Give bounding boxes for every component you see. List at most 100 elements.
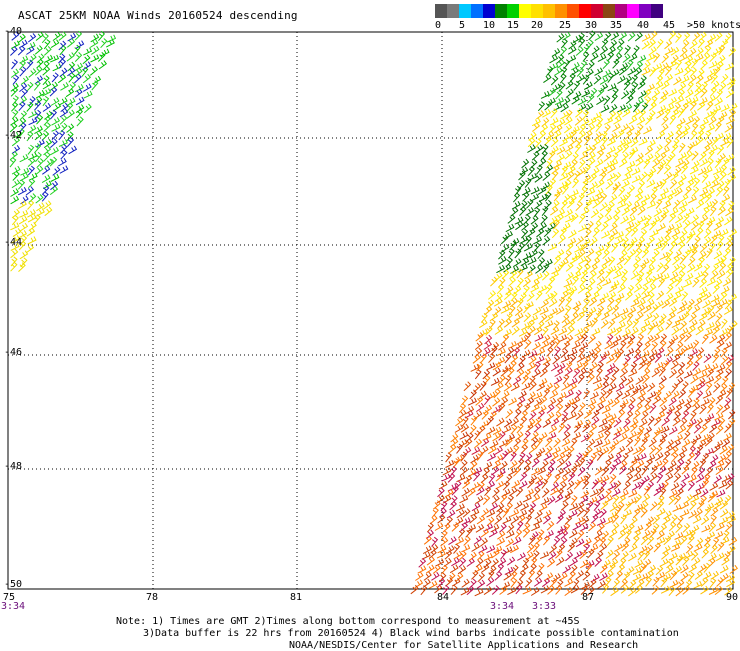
time-label-mid: 3:34 xyxy=(490,601,515,612)
wind-barb xyxy=(697,101,706,111)
wind-barb xyxy=(548,551,557,561)
wind-barb xyxy=(626,59,634,70)
wind-barb xyxy=(723,494,732,505)
wind-barb xyxy=(635,247,643,258)
wind-barb xyxy=(633,102,640,113)
wind-barb xyxy=(606,355,615,364)
wind-barb xyxy=(481,409,489,420)
wind-barb xyxy=(712,537,720,548)
wind-barb xyxy=(553,160,563,169)
wind-barb xyxy=(544,199,552,210)
wind-barb xyxy=(530,193,540,202)
wind-barb xyxy=(728,536,738,546)
wind-barb xyxy=(543,258,553,268)
wind-barb xyxy=(521,349,531,358)
wind-barb xyxy=(670,46,680,56)
wind-barb xyxy=(716,339,725,349)
wind-barb xyxy=(515,401,523,412)
wind-barb xyxy=(593,74,602,85)
wind-barb xyxy=(626,160,636,169)
wind-barb xyxy=(467,524,477,532)
wind-barb xyxy=(692,361,700,371)
wind-barb xyxy=(437,514,446,524)
wind-barb xyxy=(644,521,653,532)
wind-barb xyxy=(496,356,506,366)
wind-barb xyxy=(522,465,531,475)
wind-barb xyxy=(596,144,606,154)
wind-barb xyxy=(634,194,644,204)
wind-barb xyxy=(19,250,29,260)
wind-barb xyxy=(558,334,568,343)
wind-barb xyxy=(582,74,590,85)
wind-barb xyxy=(569,502,579,511)
wind-barb xyxy=(608,256,616,267)
wind-barb xyxy=(483,340,493,350)
wind-barb xyxy=(587,548,595,559)
wind-barb xyxy=(50,146,59,156)
wind-barb xyxy=(678,142,686,153)
wind-barb xyxy=(709,206,717,217)
wind-barb xyxy=(577,249,586,259)
wind-barb xyxy=(527,137,536,148)
wind-barb xyxy=(60,149,68,160)
wind-barb xyxy=(581,89,591,98)
wind-barb xyxy=(562,161,572,170)
wind-barb xyxy=(574,143,582,154)
wind-barb xyxy=(475,524,485,533)
wind-barb xyxy=(572,431,582,440)
wind-barb xyxy=(697,167,707,176)
wind-barb xyxy=(618,314,628,324)
wind-barb xyxy=(461,416,469,427)
wind-barb xyxy=(668,152,676,162)
wind-barb xyxy=(653,63,663,72)
wind-barb xyxy=(486,545,496,554)
wind-barb xyxy=(516,362,525,372)
wind-barb xyxy=(59,108,69,118)
wind-barb xyxy=(556,54,565,64)
wind-barb xyxy=(585,560,595,569)
wind-barb xyxy=(485,325,493,336)
wind-barb xyxy=(601,439,611,448)
wind-barb xyxy=(658,404,668,415)
wind-barb xyxy=(693,423,702,434)
wind-barb xyxy=(697,467,705,477)
wind-barb xyxy=(572,522,582,531)
wind-barb xyxy=(10,68,20,78)
wind-barb xyxy=(572,178,580,189)
wind-barb xyxy=(621,242,629,253)
wind-barb xyxy=(580,60,588,71)
wind-barb xyxy=(717,541,725,552)
wind-barb xyxy=(506,346,515,357)
wind-barb xyxy=(631,454,640,464)
wind-barb xyxy=(690,248,698,258)
wind-barb xyxy=(58,97,68,106)
wind-barb xyxy=(34,109,42,120)
legend-swatch xyxy=(507,4,519,18)
wind-barb xyxy=(603,95,611,106)
wind-barb xyxy=(710,73,719,84)
wind-barb xyxy=(671,383,679,394)
wind-barb xyxy=(670,514,678,525)
wind-barb xyxy=(685,359,694,370)
wind-barb xyxy=(583,164,591,175)
wind-barb xyxy=(541,334,551,344)
wind-barb xyxy=(651,333,661,343)
wind-barb xyxy=(522,277,532,288)
wind-barb xyxy=(533,207,541,218)
wind-barb xyxy=(622,571,631,581)
wind-barb xyxy=(641,475,651,485)
wind-barb xyxy=(692,339,700,350)
wind-barb xyxy=(583,291,592,301)
wind-barb xyxy=(462,479,471,489)
wind-barb xyxy=(595,245,605,254)
wind-barb xyxy=(605,388,613,399)
wind-barb xyxy=(579,523,589,532)
wind-barb xyxy=(581,326,590,337)
wind-barb xyxy=(43,39,51,50)
wind-barb xyxy=(570,495,578,506)
wind-barb xyxy=(691,186,700,197)
wind-barb xyxy=(486,509,496,518)
wind-barb xyxy=(600,500,609,510)
wind-barb xyxy=(602,278,612,287)
wind-barb xyxy=(638,326,647,336)
